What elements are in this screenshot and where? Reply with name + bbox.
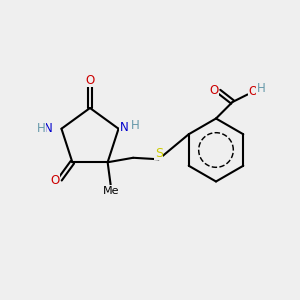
Text: O: O: [85, 74, 94, 87]
Text: H: H: [131, 119, 140, 132]
Text: N: N: [44, 122, 53, 135]
Text: H: H: [256, 82, 266, 95]
Text: S: S: [154, 147, 163, 160]
Text: O: O: [209, 83, 218, 97]
Text: N: N: [120, 121, 129, 134]
Text: O: O: [50, 174, 59, 187]
Text: Me: Me: [102, 186, 119, 196]
Text: H: H: [37, 122, 46, 135]
Text: O: O: [248, 85, 257, 98]
